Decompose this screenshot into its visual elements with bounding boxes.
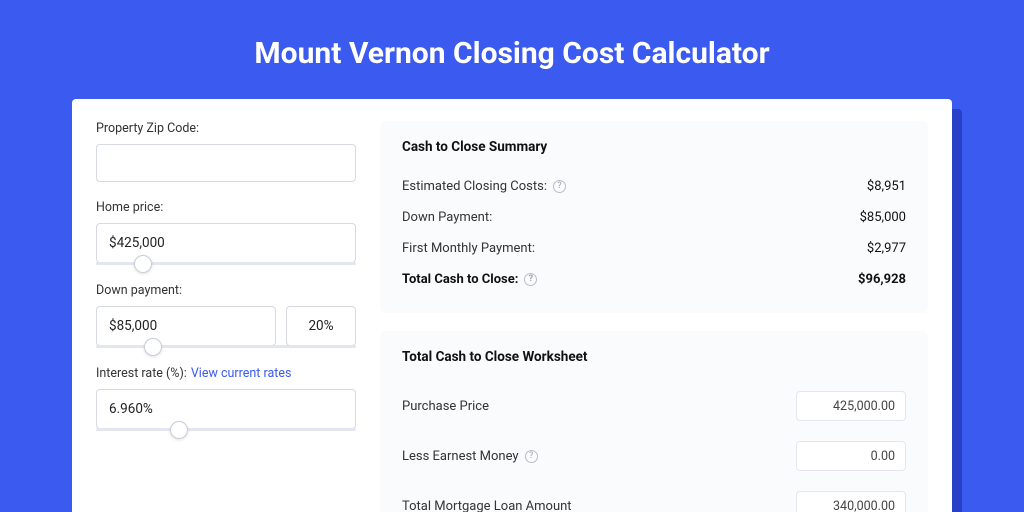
summary-total-value: $96,928 (858, 272, 906, 287)
summary-heading: Cash to Close Summary (402, 139, 906, 155)
summary-total-label: Total Cash to Close: (402, 272, 518, 287)
summary-row-label: First Monthly Payment: (402, 241, 535, 256)
worksheet-panel: Total Cash to Close Worksheet Purchase P… (380, 331, 928, 512)
summary-row-value: $8,951 (867, 179, 906, 194)
summary-row-label: Down Payment: (402, 210, 492, 225)
home-price-label: Home price: (96, 200, 356, 215)
interest-rate-slider[interactable] (96, 428, 356, 431)
worksheet-row: Less Earnest Money? 0.00 (402, 431, 906, 481)
home-price-slider-thumb[interactable] (134, 255, 152, 273)
interest-rate-input[interactable]: 6.960% (96, 389, 356, 429)
summary-panel: Cash to Close Summary Estimated Closing … (380, 121, 928, 313)
worksheet-heading: Total Cash to Close Worksheet (402, 349, 906, 365)
help-icon[interactable]: ? (525, 450, 538, 463)
worksheet-row: Total Mortgage Loan Amount 340,000.00 (402, 481, 906, 512)
down-payment-amount-input[interactable]: $85,000 (96, 306, 276, 346)
interest-rate-slider-thumb[interactable] (170, 421, 188, 439)
worksheet-row-label: Less Earnest Money (402, 449, 519, 464)
down-payment-slider[interactable] (96, 345, 356, 348)
worksheet-row-value[interactable]: 425,000.00 (796, 391, 906, 421)
summary-row: Estimated Closing Costs:? $8,951 (402, 171, 906, 202)
down-payment-label: Down payment: (96, 283, 356, 298)
field-interest-rate: Interest rate (%): View current rates 6.… (96, 366, 356, 431)
summary-row: Down Payment: $85,000 (402, 202, 906, 233)
view-rates-link[interactable]: View current rates (191, 366, 292, 381)
worksheet-row-value[interactable]: 340,000.00 (796, 491, 906, 512)
summary-row-label: Estimated Closing Costs: (402, 179, 547, 194)
results-panel: Cash to Close Summary Estimated Closing … (380, 121, 928, 512)
calculator-card: Property Zip Code: Home price: $425,000 … (72, 99, 952, 512)
summary-row: First Monthly Payment: $2,977 (402, 233, 906, 264)
page-title: Mount Vernon Closing Cost Calculator (0, 0, 1024, 99)
summary-row-value: $2,977 (867, 241, 906, 256)
help-icon[interactable]: ? (553, 180, 566, 193)
down-payment-slider-thumb[interactable] (144, 338, 162, 356)
worksheet-row-value[interactable]: 0.00 (796, 441, 906, 471)
down-payment-percent-input[interactable]: 20% (286, 306, 356, 346)
field-down-payment: Down payment: $85,000 20% (96, 283, 356, 348)
field-zip: Property Zip Code: (96, 121, 356, 182)
worksheet-row: Purchase Price 425,000.00 (402, 381, 906, 431)
worksheet-row-label: Purchase Price (402, 399, 489, 414)
home-price-slider[interactable] (96, 262, 356, 265)
zip-input[interactable] (96, 144, 356, 182)
help-icon[interactable]: ? (524, 273, 537, 286)
zip-label: Property Zip Code: (96, 121, 356, 136)
summary-row-value: $85,000 (860, 210, 906, 225)
field-home-price: Home price: $425,000 (96, 200, 356, 265)
worksheet-row-label: Total Mortgage Loan Amount (402, 499, 572, 512)
interest-rate-label: Interest rate (%): (96, 366, 187, 381)
summary-total-row: Total Cash to Close: ? $96,928 (402, 264, 906, 295)
input-panel: Property Zip Code: Home price: $425,000 … (96, 121, 356, 512)
